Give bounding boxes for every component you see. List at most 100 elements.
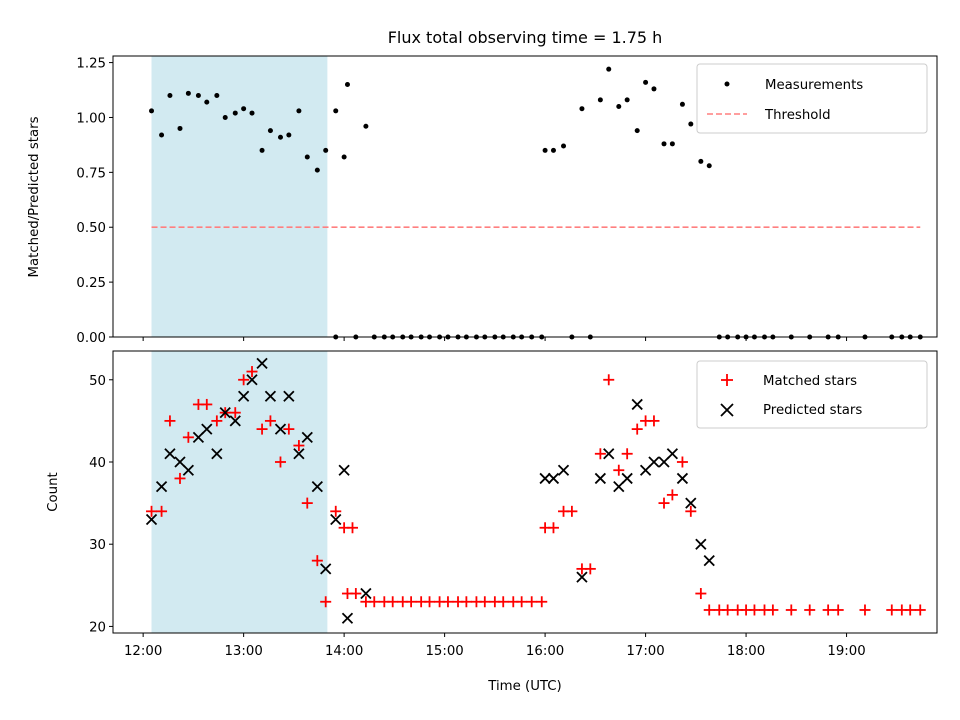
legend-top: Measurements Threshold: [696, 63, 928, 134]
predicted-star-point: [685, 497, 697, 509]
predicted-star-point: [182, 464, 195, 476]
measurement-point: [185, 90, 191, 96]
measurement-point: [624, 97, 630, 103]
measurement-point: [323, 147, 329, 153]
chart-title: Flux total observing time = 1.75 h: [388, 28, 663, 47]
matched-star-point: [405, 596, 417, 608]
legend-box-top: [696, 63, 928, 134]
matched-star-point: [613, 464, 625, 476]
measurement-point: [579, 106, 585, 112]
x-axis-label: Time (UTC): [487, 679, 562, 694]
legend-label-matched: Matched stars: [763, 374, 857, 389]
matched-star-point: [201, 398, 213, 410]
matched-star-point: [293, 440, 305, 452]
matched-star-point: [274, 456, 286, 468]
measurement-point: [597, 97, 603, 103]
predicted-star-point: [274, 423, 287, 435]
shaded-region: [151, 56, 328, 337]
measurement-point: [159, 132, 165, 138]
plot-frame-bottom: [112, 350, 938, 634]
measurement-point: [267, 128, 273, 134]
predicted-star-point: [237, 390, 250, 402]
predicted-star-point: [648, 456, 660, 468]
x-tick-label: 13:00: [224, 644, 262, 659]
matched-star-point: [424, 596, 436, 608]
matched-star-point: [785, 604, 797, 616]
matched-star-point: [211, 415, 223, 427]
star-count-marks: [145, 357, 926, 624]
predicted-star-point: [676, 472, 689, 485]
matched-star-point: [156, 505, 168, 517]
matched-star-point: [387, 596, 399, 608]
measurement-point: [698, 158, 704, 164]
predicted-star-point: [557, 464, 570, 476]
matched-star-point: [301, 497, 313, 509]
measurement-point: [706, 163, 712, 169]
matched-star-point: [536, 596, 548, 608]
predicted-star-point: [338, 464, 350, 476]
y-axis-label-bottom: Count: [46, 472, 61, 512]
measurement-point: [661, 141, 667, 147]
predicted-star-point: [330, 513, 342, 526]
matched-star-point: [229, 407, 241, 419]
x-tick-label: 17:00: [626, 644, 664, 659]
measurement-point: [651, 86, 657, 92]
matched-star-point: [822, 604, 834, 616]
predicted-star-point: [695, 538, 707, 550]
y-tick-label: 0.50: [76, 221, 106, 236]
observing-window-shade: [151, 351, 328, 633]
measurement-point: [616, 103, 622, 109]
matched-star-point: [804, 604, 816, 616]
predicted-star-point: [547, 472, 560, 485]
predicted-star-point: [603, 448, 615, 460]
measurement-point: [606, 66, 612, 72]
matched-star-point: [497, 596, 509, 608]
measurement-point: [286, 132, 292, 138]
measurement-point: [222, 114, 228, 120]
predicted-star-point: [539, 472, 551, 485]
predicted-star-point: [219, 407, 231, 419]
y-tick-label: 1.25: [76, 57, 106, 72]
matched-star-point: [621, 448, 633, 460]
matched-star-point: [283, 423, 295, 435]
matched-star-point: [320, 596, 332, 608]
matched-star-point: [594, 448, 606, 460]
predicted-star-point: [283, 390, 295, 402]
y-tick-label: 20: [89, 620, 106, 635]
matched-star-point: [246, 366, 258, 378]
predicted-star-point: [301, 431, 313, 443]
matched-star-point: [767, 604, 779, 616]
y-tick-label: 50: [89, 374, 106, 389]
matched-star-point: [666, 489, 678, 501]
matched-star-point: [603, 374, 615, 386]
legend-label-threshold: Threshold: [764, 108, 831, 123]
matched-star-point: [330, 505, 342, 517]
measurement-point: [688, 121, 694, 127]
predicted-star-point: [164, 448, 176, 460]
matched-star-point: [658, 497, 670, 509]
matched-star-point: [146, 505, 158, 517]
measurement-point: [341, 154, 347, 160]
measurement-point: [669, 141, 675, 147]
predicted-star-point: [155, 481, 168, 493]
observing-window-shade: [151, 56, 328, 337]
x-tick-label: 14:00: [325, 644, 363, 659]
y-tick-label: 30: [89, 538, 106, 553]
matched-star-point: [346, 522, 358, 534]
x-ticks-bottom: 12:00 13:00 14:00 15:00 16:00 17:00 18:00 19:00: [124, 633, 866, 659]
measurement-point: [304, 154, 310, 160]
matched-star-point: [442, 596, 454, 608]
matched-star-point: [631, 423, 643, 435]
matched-star-point: [832, 604, 844, 616]
predicted-star-point: [145, 513, 158, 526]
matched-star-point: [676, 456, 688, 468]
predicted-star-point: [293, 448, 305, 460]
measurement-point: [259, 147, 265, 153]
predicted-star-point: [246, 374, 258, 386]
predicted-star-point: [201, 423, 213, 435]
legend-marker-measurements: [724, 81, 730, 87]
matched-star-point: [479, 596, 491, 608]
star-count-panel: Count Time (UTC) 20 30 40 50 12:00 13:00 14:0…: [46, 350, 938, 694]
matched-star-point: [703, 604, 715, 616]
